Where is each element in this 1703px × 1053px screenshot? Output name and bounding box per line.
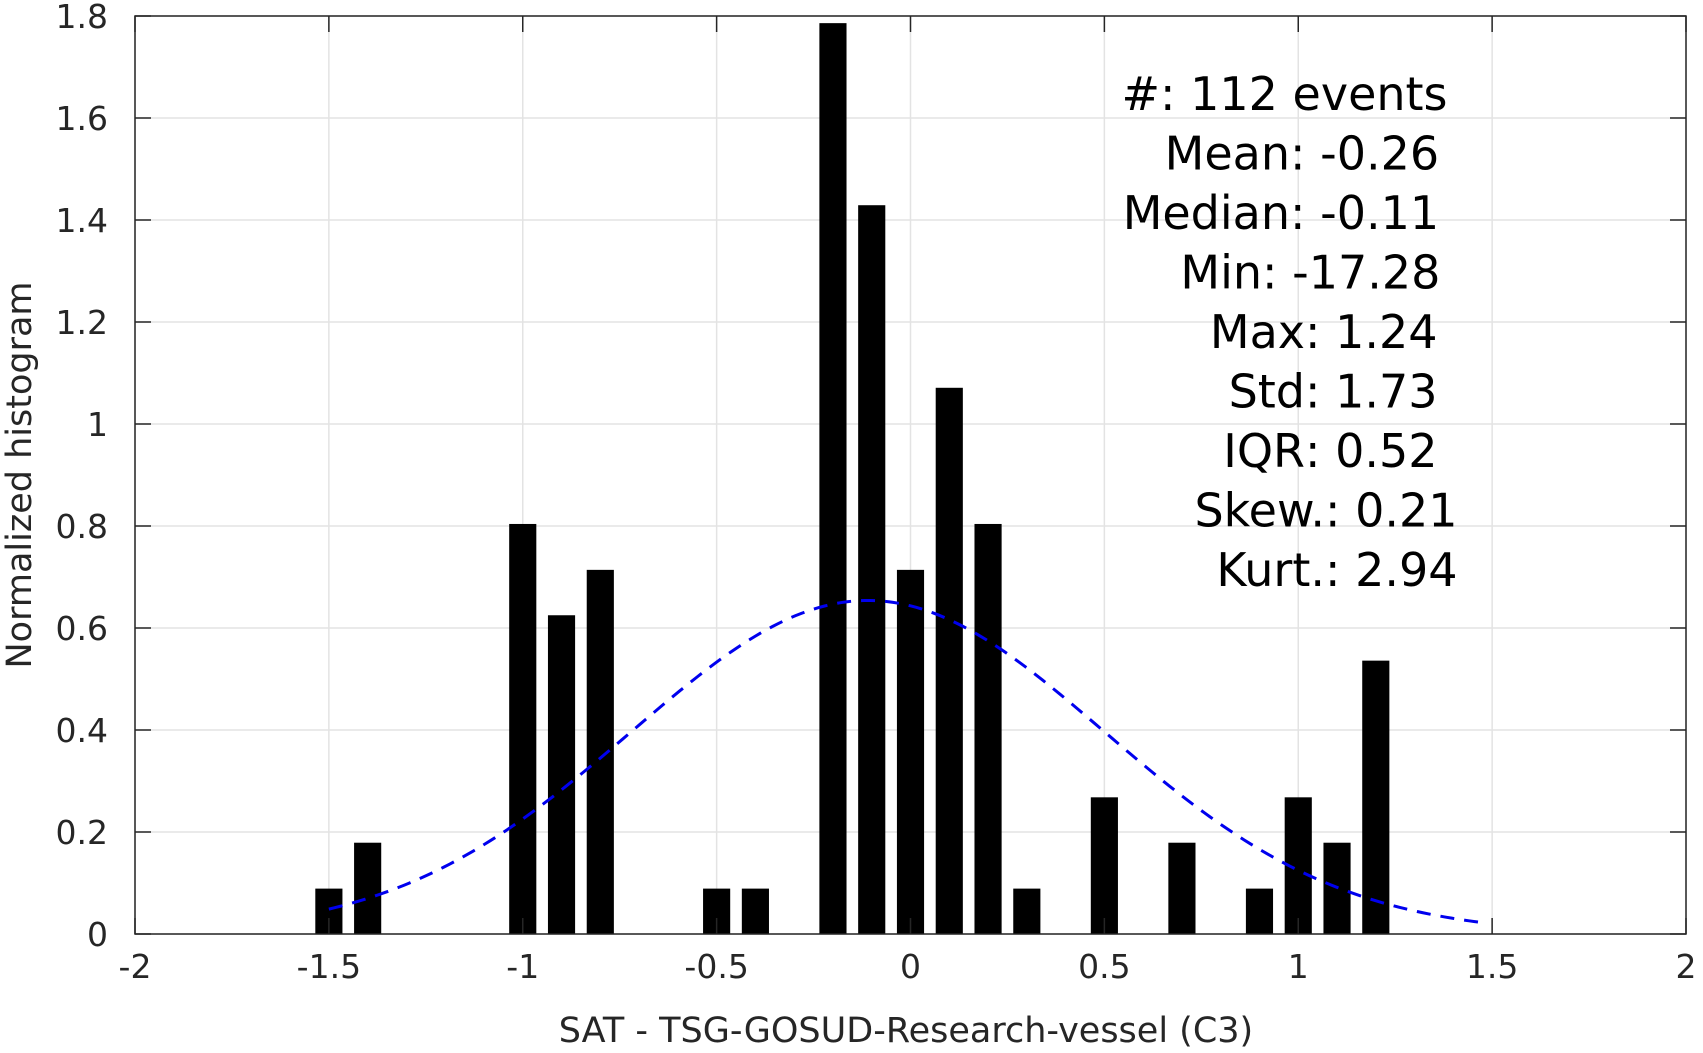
stat-value: : 0.52 [1305, 424, 1438, 478]
x-tick-label: 0.5 [1078, 947, 1130, 986]
stat-value: : 112 events [1160, 67, 1448, 121]
histogram-bar [858, 205, 886, 934]
stat-label: Max [1210, 305, 1305, 359]
histogram-bar [1168, 842, 1196, 934]
histogram-bar [1362, 660, 1390, 934]
histogram-bars [315, 23, 1390, 934]
histogram-bar [974, 523, 1002, 934]
stat-label: # [1121, 67, 1160, 121]
histogram-bar [896, 569, 925, 934]
y-tick-label: 1.8 [56, 0, 108, 36]
x-tick-label: -0.5 [684, 947, 748, 986]
stat-label: Mean [1165, 127, 1290, 181]
y-tick-label: 0.2 [56, 813, 108, 852]
normal-fit-curve [328, 598, 1481, 924]
y-axis-label: Normalized histogram [0, 281, 40, 668]
y-tick-label: 0 [87, 915, 108, 954]
histogram-bar [741, 888, 769, 934]
stat-value: : 1.24 [1305, 305, 1438, 359]
stat-value: : -17.28 [1262, 246, 1440, 300]
axes-frame [134, 15, 1687, 935]
y-tick-label: 0.4 [56, 711, 108, 750]
stat-value: : -0.26 [1290, 127, 1439, 181]
x-tick-label: -2 [119, 947, 152, 986]
stat-label: IQR [1223, 424, 1305, 478]
stat-label: Kurt. [1216, 543, 1325, 597]
histogram-bar [1013, 888, 1041, 934]
histogram-bar [1090, 797, 1118, 934]
histogram-bar [509, 523, 537, 934]
stat-label: Median [1123, 186, 1290, 240]
x-tick-label: 1.5 [1466, 947, 1518, 986]
stat-value: : 2.94 [1325, 543, 1458, 597]
y-tick-label: 0.8 [56, 507, 108, 546]
y-tick-label: 1 [87, 405, 108, 444]
y-tick-label: 1.2 [56, 303, 108, 342]
x-axis-label: SAT - TSG-GOSUD-Research-vessel (C3) [559, 1011, 1253, 1051]
stat-value: : -0.11 [1290, 186, 1439, 240]
x-tick-label: 2 [1676, 947, 1697, 986]
histogram-bar [547, 615, 576, 934]
y-tick-label: 1.4 [56, 201, 108, 240]
stat-label: Skew. [1194, 484, 1325, 538]
y-tick-label: 0.6 [56, 609, 108, 648]
y-tick-label: 1.6 [56, 99, 108, 138]
histogram-bar [1245, 888, 1274, 934]
stat-value: : 1.73 [1305, 365, 1438, 419]
x-tick-label: -1 [506, 947, 539, 986]
x-tick-label: 0 [900, 947, 921, 986]
stat-value: : 0.21 [1325, 484, 1458, 538]
y-tick-labels: 0 0.2 0.4 0.6 0.8 1 1.2 1.4 1.6 1.8 [56, 0, 108, 954]
stat-label: Std [1229, 365, 1305, 419]
x-tick-label: 1 [1288, 947, 1309, 986]
histogram-bar [354, 842, 382, 934]
stat-label: Min [1180, 246, 1262, 300]
x-tick-label: -1.5 [297, 947, 361, 986]
plot-frame [134, 15, 1687, 935]
histogram-bar [935, 387, 963, 934]
x-tick-labels: -2 -1.5 -1 -0.5 0 0.5 1 1.5 2 [119, 947, 1697, 986]
histogram-bar [819, 23, 847, 934]
